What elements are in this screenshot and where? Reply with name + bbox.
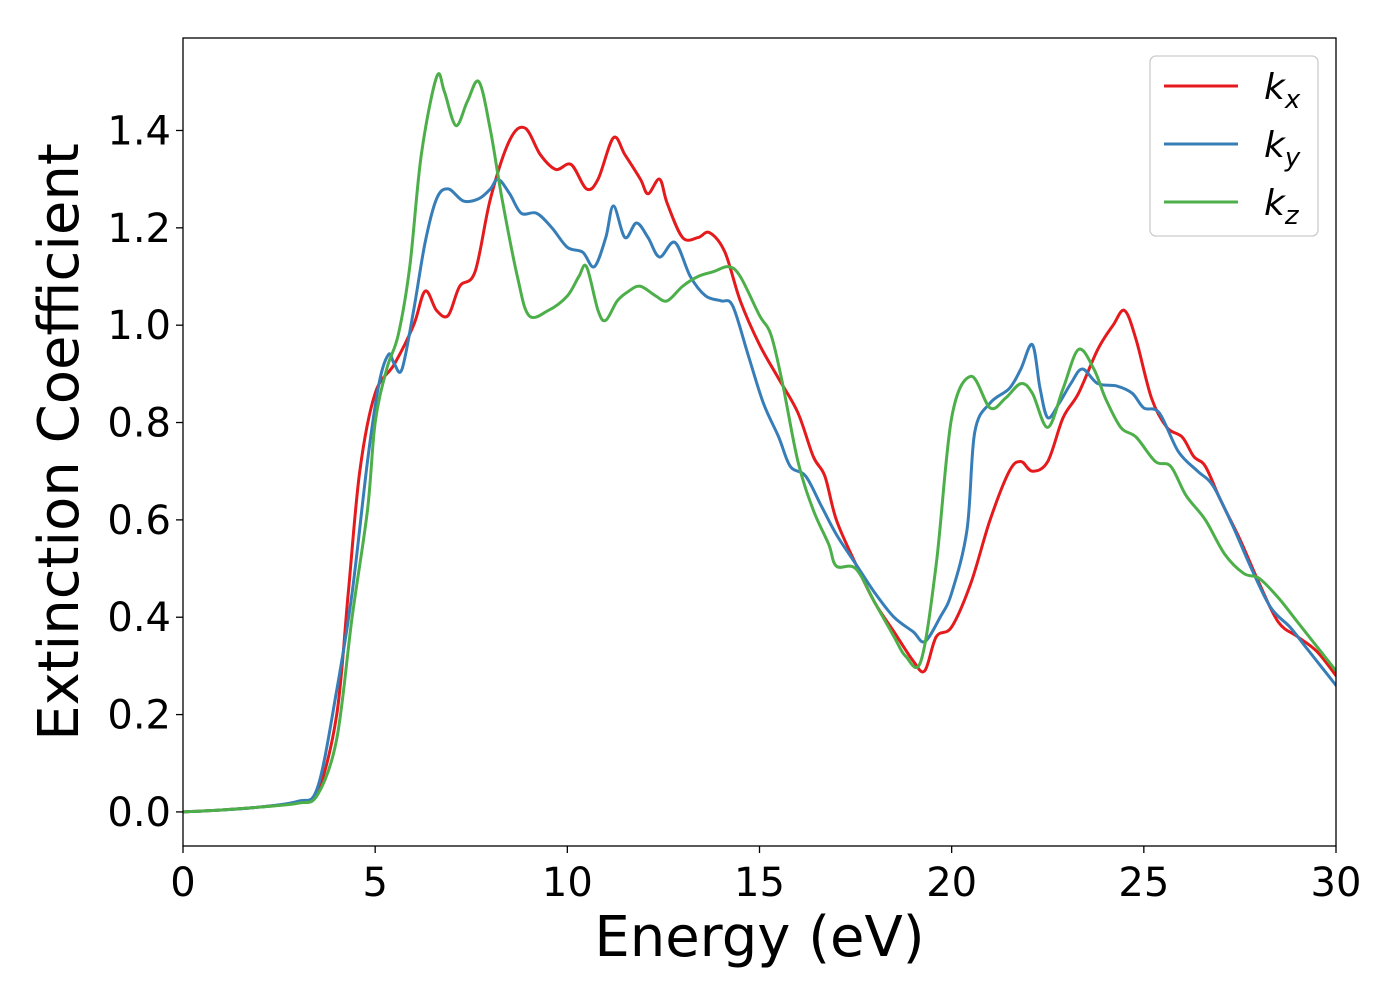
legend-label-kx: kx (1264, 67, 1301, 115)
axes-layer: 0 5 10 15 20 25 30 0.0 0.2 0.4 0.6 0.8 1.0 1.2 1.4 Ener… (27, 37, 1362, 970)
x-tick-label: 0 (170, 860, 195, 906)
series-line-kx (183, 125, 1336, 814)
x-tick-label: 25 (1118, 860, 1169, 906)
y-axis-label: Extinction Coefficient (27, 143, 92, 741)
y-tick-label: 0.6 (107, 498, 171, 544)
y-tick-label: 0.2 (107, 693, 171, 739)
y-tick-label: 1.2 (107, 206, 171, 252)
x-tick-label: 15 (734, 860, 785, 906)
x-tick-label: 5 (362, 860, 387, 906)
x-tick-label: 10 (542, 860, 593, 906)
x-tick-label: 30 (1311, 860, 1362, 906)
legend-label-kz: kz (1264, 183, 1300, 231)
plot-area (183, 72, 1336, 814)
x-axis-label: Energy (eV) (594, 905, 924, 970)
y-tick-label: 1.4 (107, 108, 171, 154)
y-tick-label: 0.8 (107, 401, 171, 447)
legend-label-ky: ky (1264, 125, 1301, 173)
series-line-kz (183, 72, 1336, 814)
y-tick-label: 0.4 (107, 595, 171, 641)
series-line-ky (183, 177, 1336, 814)
y-tick-label: 0.0 (107, 790, 171, 836)
x-tick-label: 20 (926, 860, 977, 906)
y-tick-label: 1.0 (107, 303, 171, 349)
series-layer (183, 72, 1336, 814)
legend-box (1149, 55, 1319, 237)
legend: kx ky kz (1149, 55, 1319, 237)
